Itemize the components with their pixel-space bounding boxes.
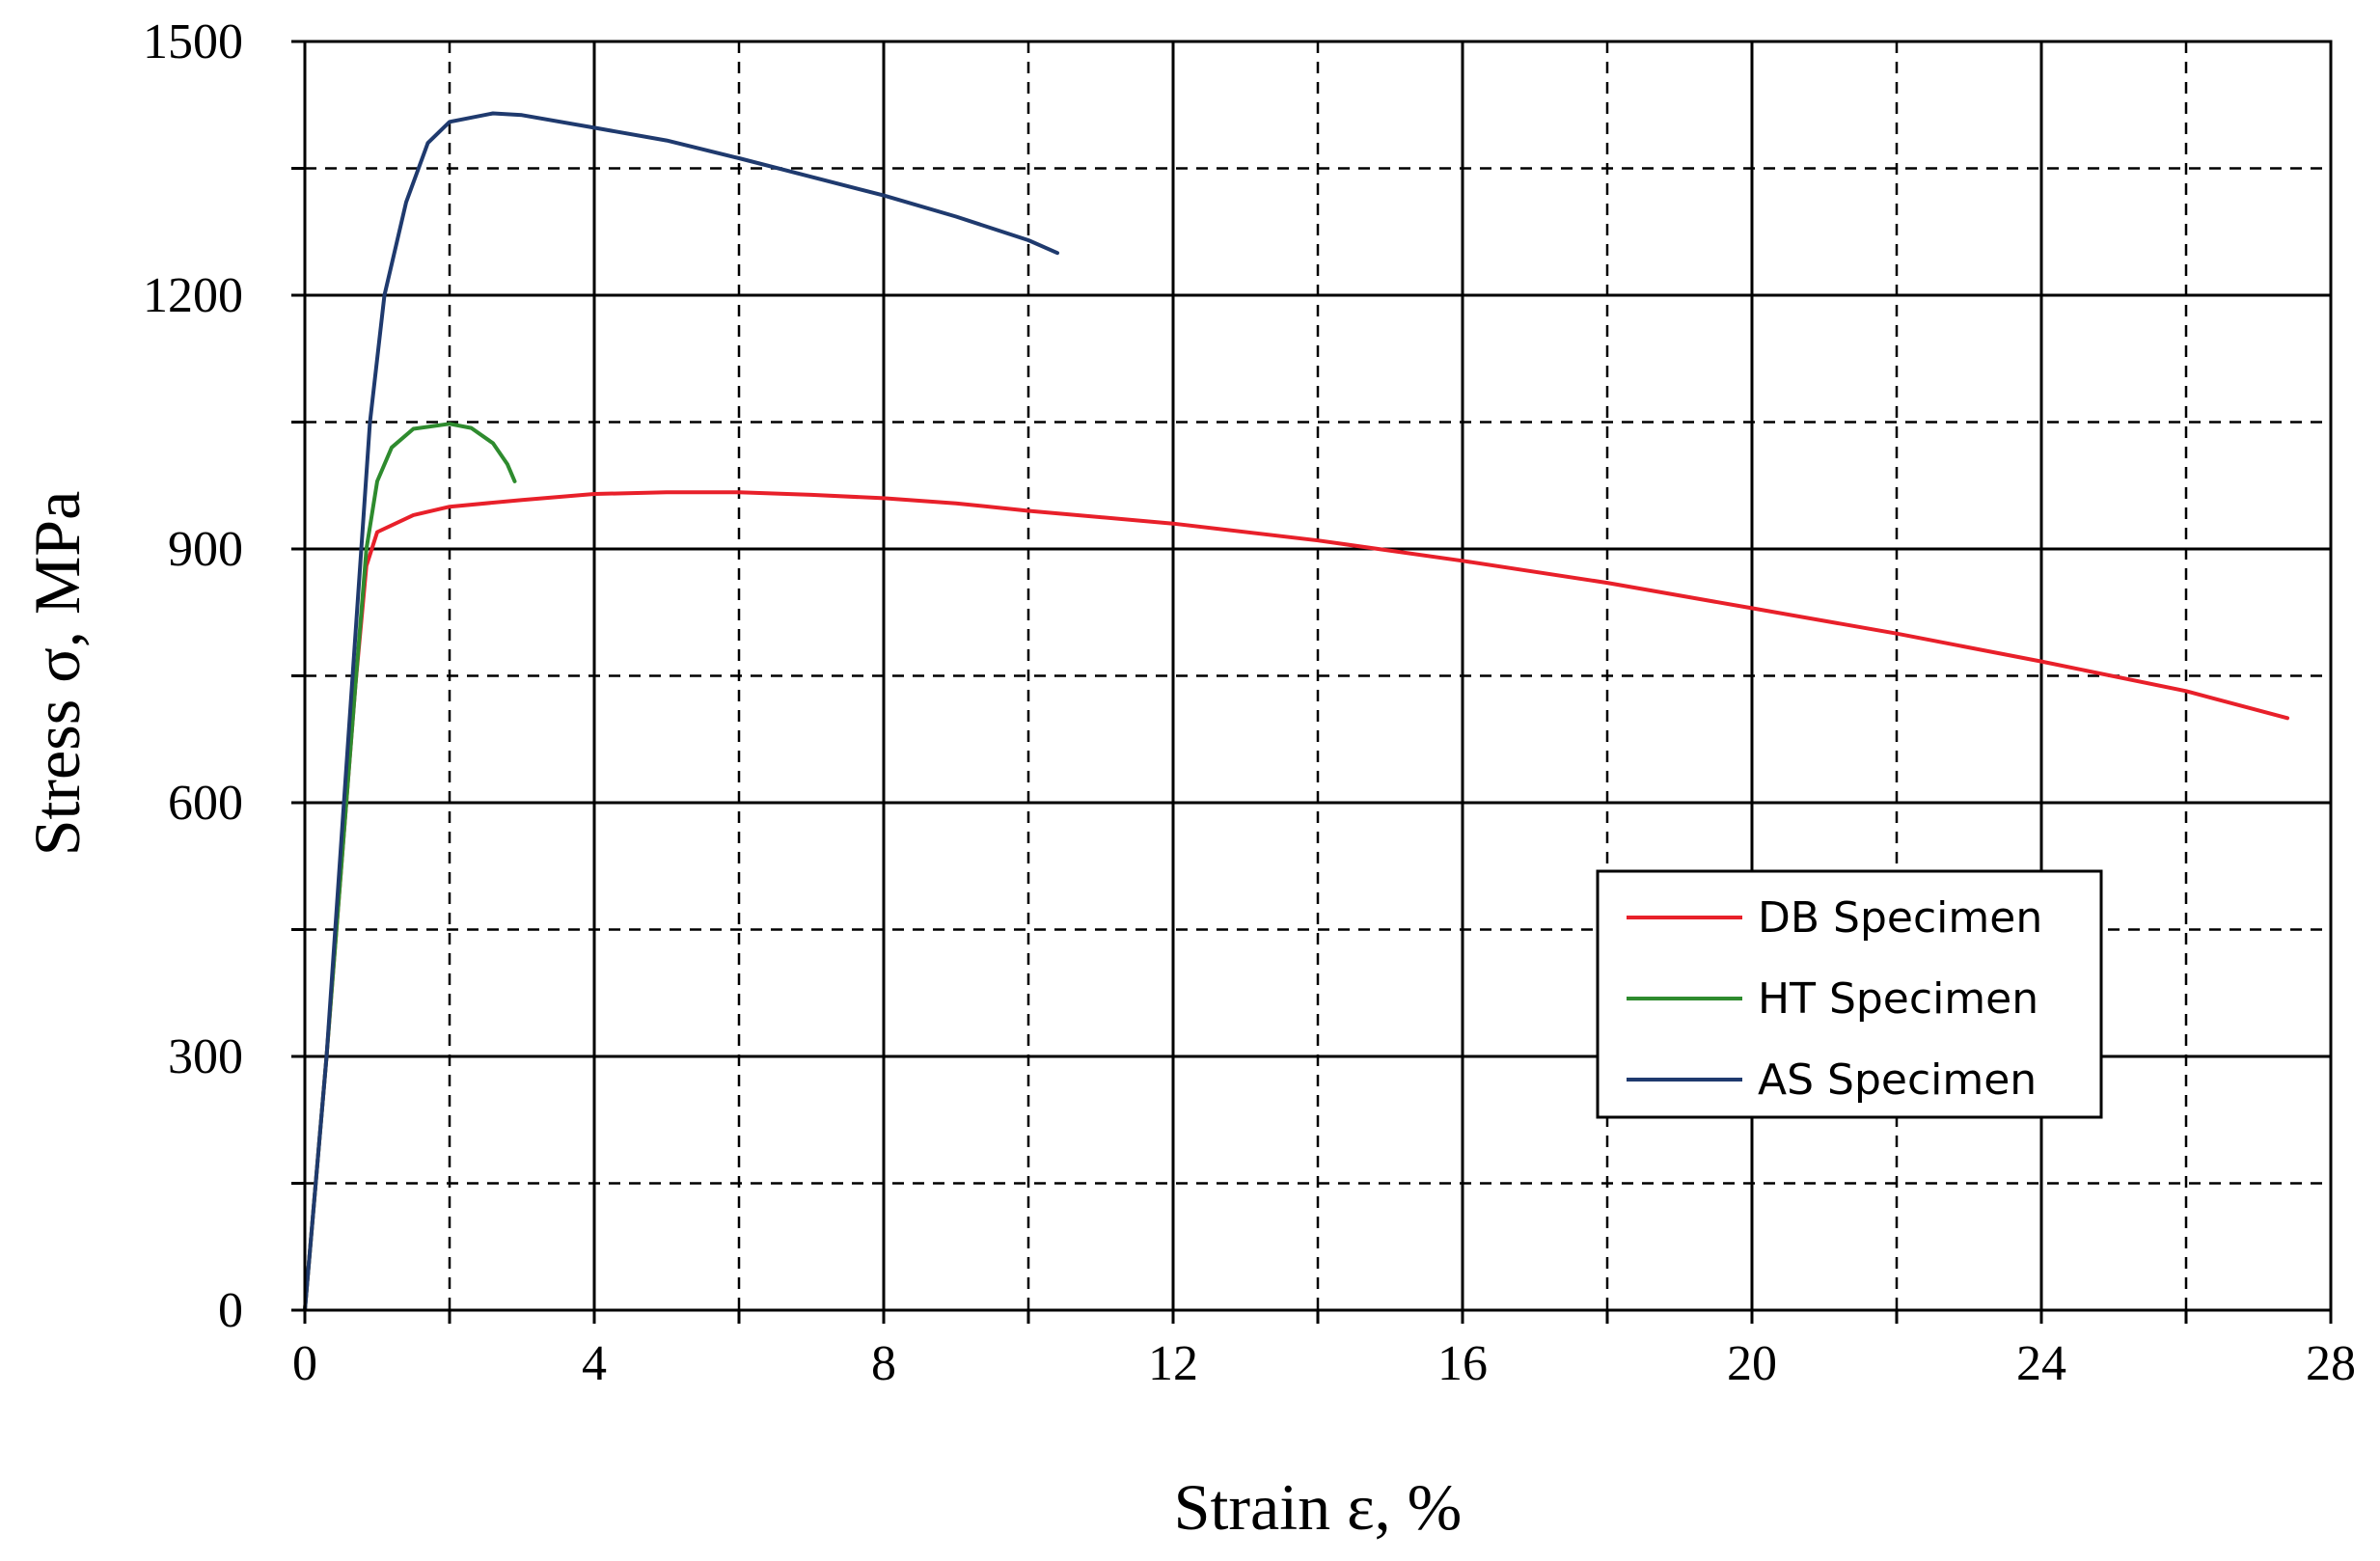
y-tick-label: 1200 bbox=[143, 268, 243, 323]
x-tick-label: 28 bbox=[2306, 1336, 2356, 1391]
x-tick-label: 24 bbox=[2016, 1336, 2066, 1391]
x-tick-label: 12 bbox=[1148, 1336, 1198, 1391]
x-axis-title: Strain ε, % bbox=[1174, 1470, 1463, 1544]
legend-box bbox=[1596, 869, 2103, 1119]
y-tick-label: 0 bbox=[218, 1283, 243, 1338]
y-axis-title: Stress σ, MPa bbox=[20, 491, 94, 857]
y-tick-label: 1500 bbox=[143, 14, 243, 69]
legend-label-2: HT Specimen bbox=[1758, 974, 2038, 1024]
x-tick-label: 0 bbox=[292, 1336, 317, 1391]
series-line-2 bbox=[303, 422, 517, 1312]
x-tick-label: 8 bbox=[871, 1336, 896, 1391]
y-tick-label: 900 bbox=[168, 522, 243, 577]
x-tick-label: 20 bbox=[1727, 1336, 1777, 1391]
series-lines bbox=[303, 111, 2289, 1312]
x-tick-label: 4 bbox=[582, 1336, 607, 1391]
y-tick-label: 600 bbox=[168, 776, 243, 831]
series-line-3 bbox=[303, 111, 1059, 1312]
plot-grid bbox=[303, 40, 2333, 1312]
legend-label-1: DB Specimen bbox=[1758, 893, 2042, 943]
x-tick-label: 16 bbox=[1437, 1336, 1488, 1391]
x-axis-ticks: 0 4 8 12 16 20 24 28 bbox=[292, 1310, 2356, 1391]
legend-label-3: AS Specimen bbox=[1758, 1055, 2037, 1105]
y-tick-label: 300 bbox=[168, 1029, 243, 1084]
legend: DB Specimen HT Specimen AS Specimen bbox=[1596, 869, 2103, 1119]
y-axis-ticks: 0 300 600 900 1200 1500 bbox=[143, 14, 305, 1338]
